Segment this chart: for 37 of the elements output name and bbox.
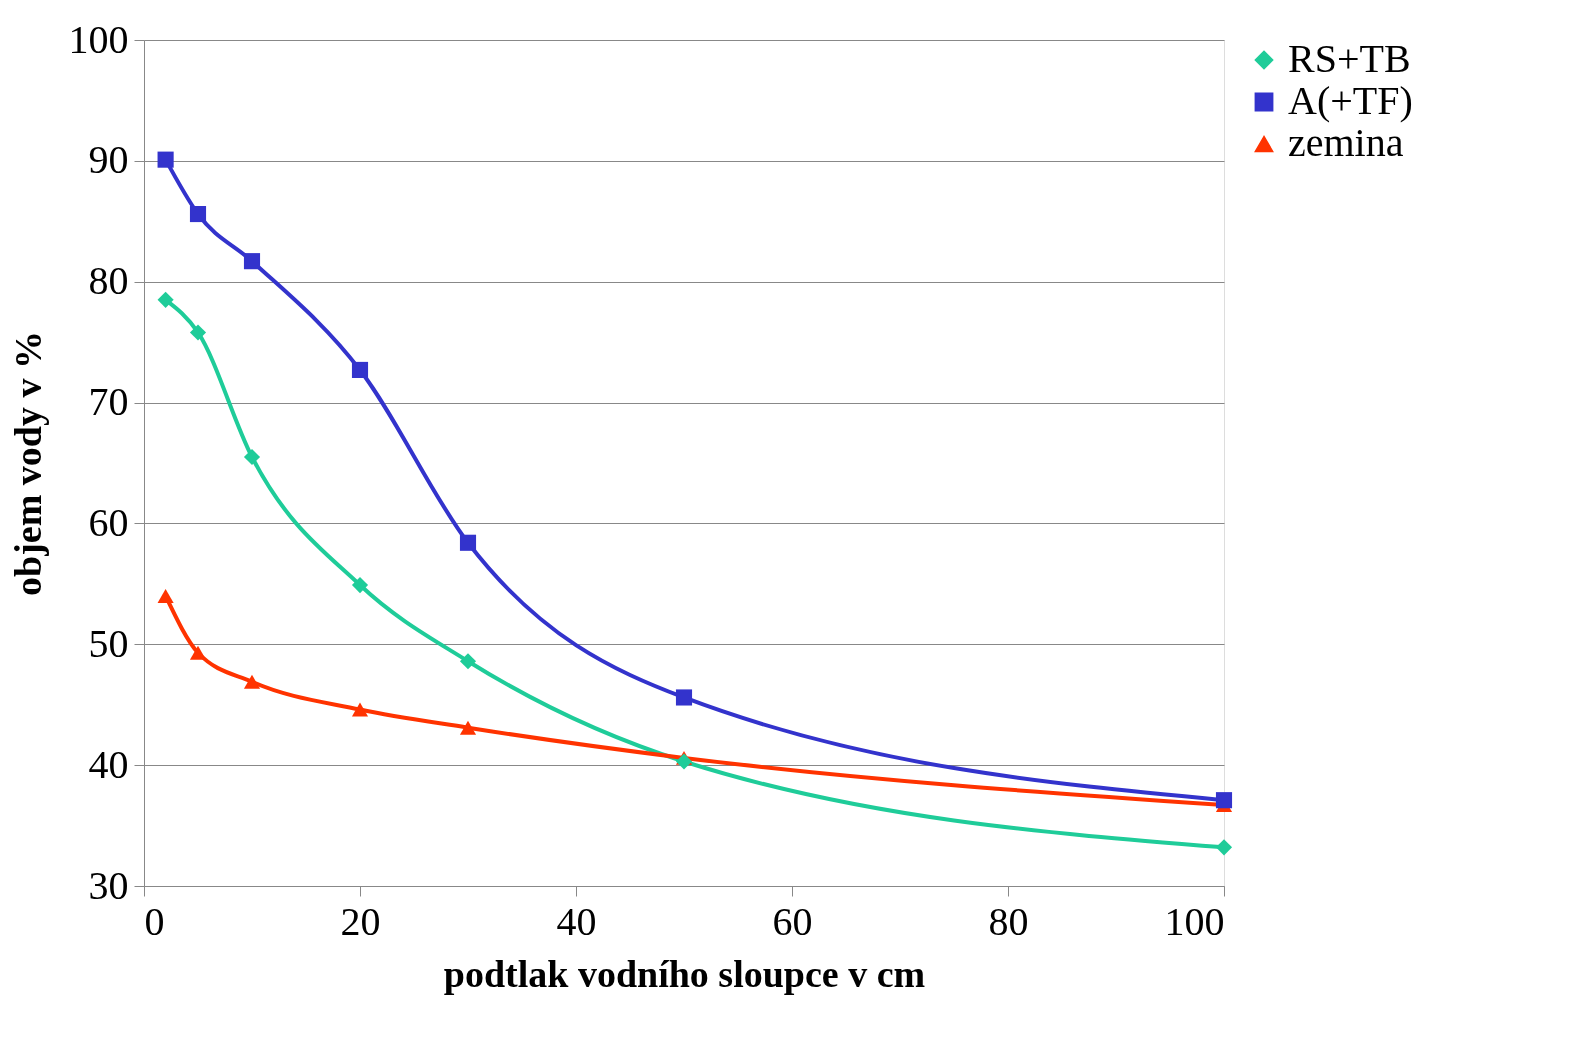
x-tick-label: 0 [144,898,165,944]
point [1215,792,1233,809]
point [675,689,693,706]
y-axis-title: objem vody v % [6,331,49,596]
x-tick-label: 40 [556,898,597,944]
point [243,448,261,466]
legend-label: A(+TF) [1288,78,1413,123]
x-tick-label: 80 [988,898,1029,944]
y-tick-label: 90 [88,137,129,183]
y-tick-label: 80 [88,258,129,304]
point [243,253,261,270]
x-tick-label: 20 [340,898,381,944]
point [459,720,477,735]
point [459,653,477,670]
y-tick-label: 100 [68,16,129,62]
point [243,674,261,689]
x-tick-label: 60 [772,898,813,944]
point [1215,839,1233,856]
y-tick-label: 30 [88,862,129,908]
point [189,324,207,341]
point [189,205,207,223]
point [157,588,174,603]
y-tick-label: 40 [88,741,129,787]
point [189,645,207,660]
y-tick-label: 60 [88,499,129,545]
point [459,534,477,551]
y-tick-label: 50 [88,620,129,666]
x-axis-title: podtlak vodního sloupce v cm [443,952,926,995]
x-tick-label: 100 [1164,898,1225,944]
point [675,753,693,770]
point [351,577,369,594]
point [351,361,369,378]
point [157,151,174,168]
point [351,702,369,717]
legend-label: RS+TB [1288,36,1411,81]
y-tick-label: 70 [88,379,129,425]
point [157,291,174,308]
